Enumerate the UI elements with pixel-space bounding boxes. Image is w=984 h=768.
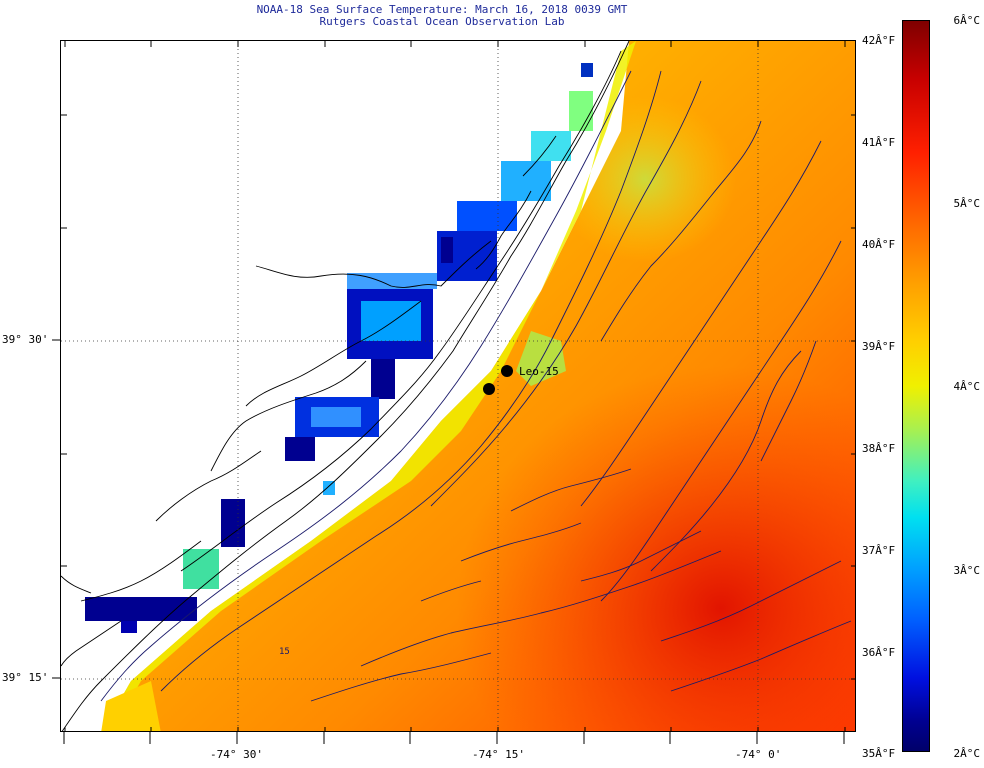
station-marker-south [483,383,495,395]
station-markers [483,365,513,395]
colorbar-label-2c: 2Â°C [953,747,981,760]
bathymetry-contours [100,70,852,702]
lon-label-74-15: -74° 15' [472,748,525,761]
map-title: NOAA-18 Sea Surface Temperature: March 1… [256,3,628,16]
cold-water-pixels [85,63,593,633]
coastline [61,41,630,731]
lon-label-74-30: -74° 30' [210,748,263,761]
sst-field [101,41,855,731]
frame-ticks [61,41,855,731]
lat-label-39-15: 39° 15' [2,671,49,684]
lon-label-74-0: -74° 0' [735,748,782,761]
colorbar-label-3c: 3Â°C [953,564,981,577]
graticule [61,41,855,731]
sst-map: Leo-15 15 [60,40,856,732]
colorbar-label-42f: 42Â°F [862,34,896,47]
colorbar-label-41f: 41Â°F [862,136,896,149]
station-label: Leo-15 [519,365,559,378]
contour-label: 15 [279,647,290,657]
colorbar-label-5c: 5Â°C [953,197,981,210]
lat-label-39-30: 39° 30' [2,333,49,346]
colorbar-label-37f: 37Â°F [862,544,896,557]
map-subtitle: Rutgers Coastal Ocean Observation Lab [319,15,565,28]
temperature-colorbar [902,20,930,752]
colorbar-label-38f: 38Â°F [862,442,896,455]
colorbar-label-39f: 39Â°F [862,340,896,353]
colorbar-label-4c: 4Â°C [953,380,981,393]
colorbar-label-36f: 36Â°F [862,646,896,659]
station-marker-north [501,365,513,377]
colorbar-label-6c: 6Â°C [953,14,981,27]
colorbar-label-35f: 35Â°F [862,747,896,760]
colorbar-label-40f: 40Â°F [862,238,896,251]
